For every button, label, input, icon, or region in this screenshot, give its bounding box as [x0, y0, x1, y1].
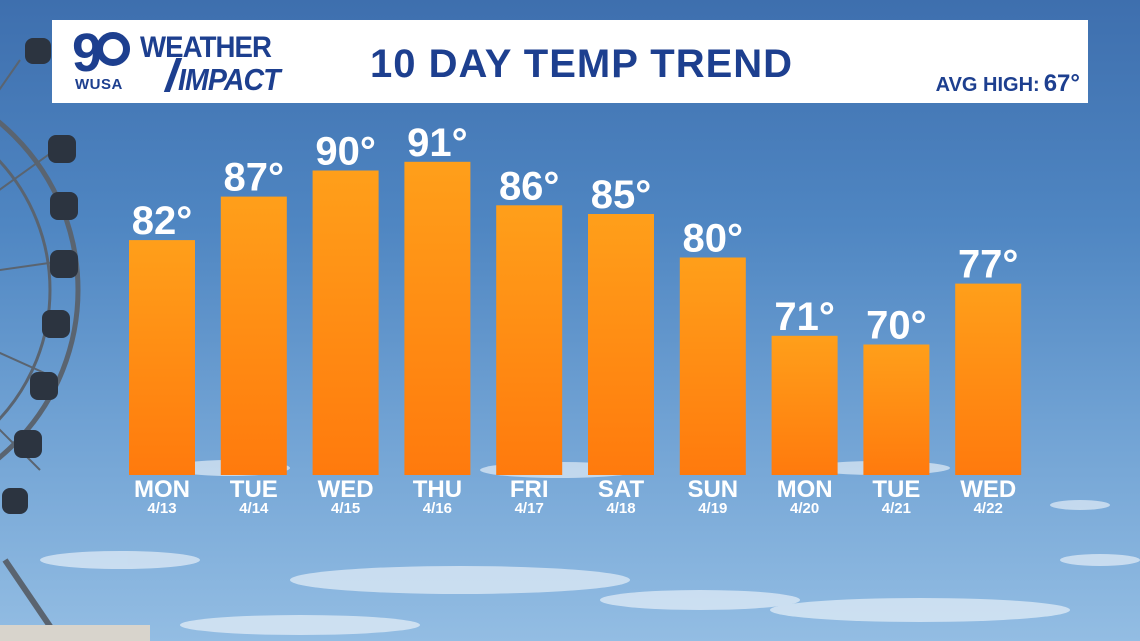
value-label-6: 80°	[683, 217, 744, 261]
bar-9	[955, 283, 1022, 475]
day-label-8: TUE	[872, 476, 920, 503]
title-banner: 9 WUSA WEATHER IMPACT 10 DAY TEMP TREND …	[52, 20, 1088, 103]
avg-high-label: AVG HIGH:	[935, 74, 1040, 96]
logo-station-name: WUSA	[75, 76, 123, 93]
date-label-7: 4/20	[790, 500, 819, 517]
day-label-1: TUE	[230, 476, 278, 503]
bar-8	[863, 344, 930, 475]
date-label-1: 4/14	[239, 500, 269, 517]
bar-4	[496, 205, 563, 476]
date-label-5: 4/18	[606, 500, 635, 517]
date-label-9: 4/22	[974, 500, 1003, 517]
bar-7	[771, 335, 838, 475]
value-label-4: 86°	[499, 164, 560, 208]
bar-3	[404, 161, 471, 476]
date-label-0: 4/13	[147, 500, 176, 517]
value-label-1: 87°	[224, 156, 285, 200]
day-label-4: FRI	[510, 476, 549, 503]
date-label-4: 4/17	[515, 500, 544, 517]
value-label-9: 77°	[958, 243, 1019, 287]
day-label-0: MON	[134, 476, 190, 503]
logo-ring-icon	[96, 32, 131, 66]
day-label-7: MON	[777, 476, 833, 503]
date-label-6: 4/19	[698, 500, 727, 517]
bar-0	[129, 240, 195, 475]
avg-high-readout: AVG HIGH: 67°	[936, 70, 1080, 98]
bar-6	[679, 257, 746, 475]
station-logo: 9	[72, 26, 131, 80]
date-label-8: 4/21	[882, 500, 911, 517]
date-label-2: 4/15	[331, 500, 360, 517]
avg-high-value: 67°	[1043, 70, 1080, 97]
chart-title: 10 DAY TEMP TREND	[370, 42, 794, 86]
day-label-3: THU	[413, 476, 462, 503]
date-label-3: 4/16	[423, 500, 452, 517]
day-label-2: WED	[318, 476, 374, 503]
bar-5	[588, 214, 654, 475]
value-label-0: 82°	[132, 199, 193, 243]
day-label-9: WED	[960, 476, 1016, 503]
logo-weather-text: WEATHER	[140, 31, 272, 64]
value-label-5: 85°	[591, 173, 652, 217]
ferris-wheel-gondolas	[2, 38, 78, 514]
value-label-2: 90°	[315, 130, 376, 174]
value-label-8: 70°	[866, 304, 927, 348]
logo-impact-text: IMPACT	[178, 62, 281, 97]
value-label-7: 71°	[774, 295, 835, 339]
day-label-5: SAT	[598, 476, 645, 503]
value-label-3: 91°	[407, 121, 468, 165]
building-roof	[0, 625, 150, 641]
bar-2	[312, 170, 379, 475]
day-label-6: SUN	[687, 476, 738, 503]
bar-1	[220, 196, 287, 475]
